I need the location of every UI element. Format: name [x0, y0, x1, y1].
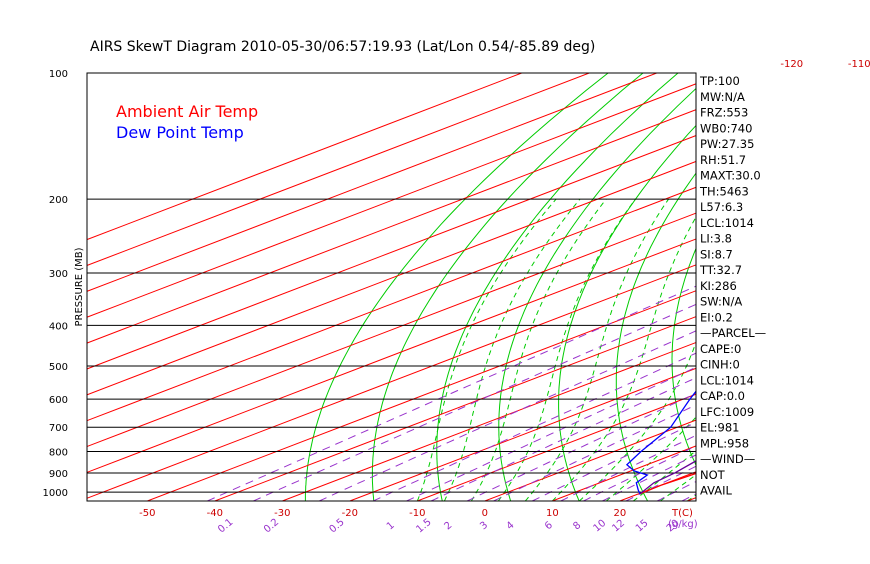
legend: Ambient Air Temp Dew Point Temp — [116, 102, 258, 142]
dry-adiabat — [305, 73, 608, 501]
index-label: CAP:0.0 — [700, 389, 745, 403]
mixing-ratio-label: 1 — [385, 520, 397, 533]
y-tick-label: 800 — [49, 448, 68, 459]
temperature-profile — [640, 73, 870, 494]
y-tick-label: 300 — [49, 269, 68, 280]
mixing-ratio-line — [319, 73, 870, 501]
index-label: EI:0.2 — [700, 310, 733, 324]
isotherm — [755, 73, 870, 501]
index-label: —WIND— — [700, 452, 755, 466]
isotherm — [147, 73, 870, 501]
index-label: MW:N/A — [700, 90, 745, 104]
y-tick-label: 100 — [49, 69, 68, 80]
moist-adiabat — [471, 199, 606, 501]
isotherm — [0, 73, 657, 501]
mixing-ratio-label: 4 — [505, 520, 517, 533]
bottom-tick-label: -20 — [342, 508, 358, 519]
index-label: LFC:1009 — [700, 405, 754, 419]
bottom-tick-label: -10 — [409, 508, 425, 519]
index-label: TH:5463 — [699, 184, 749, 198]
y-tick-label: 1000 — [43, 488, 68, 499]
mixing-ratio-line — [207, 73, 870, 501]
isotherm — [417, 73, 870, 501]
mixing-ratio-line — [657, 73, 870, 501]
top-tick-label: -120 — [780, 59, 803, 70]
index-label: MAXT:30.0 — [700, 169, 761, 183]
index-label: PW:27.35 — [700, 137, 754, 151]
bottom-tick-label: -30 — [274, 508, 290, 519]
index-label: TP:100 — [699, 74, 740, 88]
isotherm — [350, 73, 870, 501]
dry-adiabat — [829, 73, 870, 501]
mixing-ratio-line — [253, 73, 870, 501]
mixing-ratio-label: 12 — [610, 518, 627, 535]
bottom-tick-label: 20 — [613, 508, 626, 519]
index-label: —PARCEL— — [700, 326, 766, 340]
index-label: NOT — [700, 468, 726, 482]
mixing-ratio-line — [467, 73, 870, 501]
y-tick-label: 500 — [49, 362, 68, 373]
index-label: TT:32.7 — [699, 263, 742, 277]
y-tick-label: 600 — [49, 395, 68, 406]
legend-temp: Ambient Air Temp — [116, 102, 258, 121]
mixing-ratio-label: 0.1 — [216, 517, 235, 536]
bottom-tick-label: 0 — [482, 508, 488, 519]
index-label: SI:8.7 — [700, 247, 733, 261]
legend-dewpoint: Dew Point Temp — [116, 123, 244, 142]
index-label: MPL:958 — [700, 436, 749, 450]
mixing-ratio-label: 10 — [591, 518, 608, 535]
dry-adiabat — [372, 73, 643, 501]
isotherm — [0, 73, 589, 501]
index-label: LCL:1014 — [700, 216, 754, 230]
mixing-ratio-label: 0.2 — [262, 517, 281, 536]
isotherm — [282, 73, 870, 501]
mixing-ratio-line — [431, 73, 870, 501]
index-label: LCL:1014 — [700, 373, 754, 387]
index-label: RH:51.7 — [700, 153, 746, 167]
index-label: LI:3.8 — [700, 232, 732, 246]
index-label: FRZ:553 — [700, 106, 748, 120]
index-label: EL:981 — [700, 421, 740, 435]
index-label: CINH:0 — [700, 358, 740, 372]
mixing-ratio-label: 1.5 — [414, 517, 433, 536]
index-label: L57:6.3 — [700, 200, 743, 214]
index-label: AVAIL — [700, 484, 733, 498]
parcel-path — [640, 73, 870, 494]
index-label: SW:N/A — [700, 295, 742, 309]
index-label: WB0:740 — [700, 121, 752, 135]
isotherm — [822, 73, 870, 501]
mixing-ratio-line — [736, 73, 870, 501]
bottom-tick-label: -40 — [207, 508, 223, 519]
y-tick-label: 900 — [49, 469, 68, 480]
mixing-ratio-label: 0.5 — [327, 517, 346, 536]
mixing-ratio-label: 6 — [543, 520, 555, 533]
mixing-ratio-line — [373, 73, 870, 501]
mixing-ratio-label: 2 — [442, 520, 454, 533]
bottom-tick-label: -50 — [139, 508, 155, 519]
isotherm — [485, 73, 870, 501]
mixing-ratio-label: 15 — [634, 518, 651, 535]
mixing-ratio-unit: (g/kg) — [668, 519, 698, 530]
bottom-tick-label: 10 — [546, 508, 559, 519]
y-tick-label: 700 — [49, 423, 68, 434]
y-axis-label: PRESSURE (MB) — [74, 247, 85, 326]
mixing-ratio-label: 3 — [478, 520, 490, 533]
isotherm — [0, 73, 724, 501]
y-tick-label: 400 — [49, 321, 68, 332]
moist-adiabat — [552, 199, 706, 501]
dry-adiabat — [778, 73, 870, 501]
top-tick-label: -110 — [848, 59, 870, 70]
index-label: KI:286 — [700, 279, 737, 293]
mixing-ratio-label: 8 — [571, 520, 583, 533]
chart-title: AIRS SkewT Diagram 2010-05-30/06:57:19.9… — [90, 39, 595, 55]
bottom-axis-unit: T(C) — [671, 508, 693, 519]
index-label: CAPE:0 — [700, 342, 741, 356]
y-tick-label: 200 — [49, 195, 68, 206]
